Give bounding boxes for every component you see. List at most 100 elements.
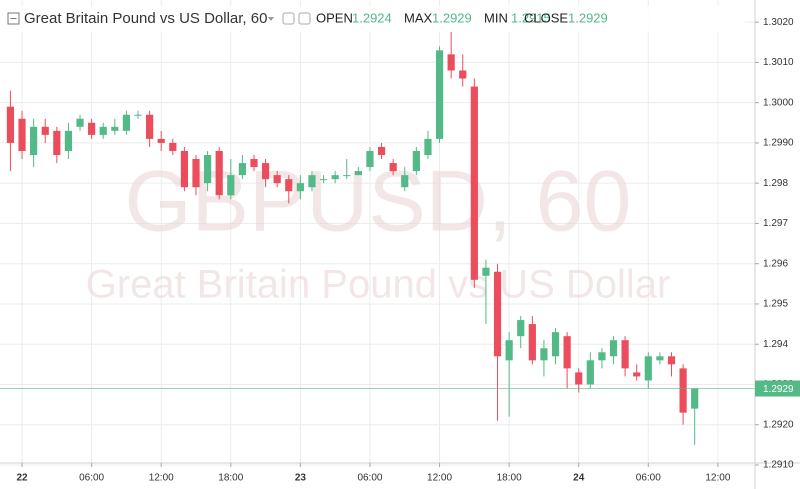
close-value: 1.2929 [568, 10, 608, 25]
candle-body [296, 183, 304, 192]
dropdown-arrow[interactable] [268, 17, 274, 21]
x-tick-label: 06:00 [79, 473, 104, 484]
x-tick-label: 12:00 [427, 473, 452, 484]
candle-body [667, 356, 676, 365]
candle-body [146, 114, 154, 139]
candle-body [598, 352, 606, 361]
x-tick-label: 18:00 [218, 473, 243, 484]
y-tick-label: 1.3010 [763, 57, 794, 68]
candle-body [157, 138, 165, 143]
candle-body [377, 146, 386, 155]
y-tick-label: 1.298 [763, 178, 788, 189]
x-tick-label: 24 [573, 473, 585, 484]
candle-body [180, 150, 188, 188]
y-tick-label: 1.297 [763, 218, 788, 229]
candle-body [551, 332, 560, 357]
candle-body [238, 163, 246, 176]
candle-body [586, 360, 594, 385]
candle-body [250, 159, 258, 168]
candle-body [285, 179, 293, 192]
candle-body [540, 348, 548, 361]
x-tick-label: 22 [16, 473, 28, 484]
candle-body [122, 114, 131, 131]
candle-body [76, 118, 84, 127]
candle-body [679, 368, 687, 413]
close-label: CLOSE [524, 10, 568, 25]
candle-body [493, 271, 502, 357]
x-tick-label: 23 [295, 473, 307, 484]
candle-body [319, 179, 328, 181]
collapse-icon[interactable] [7, 12, 20, 25]
candle-body [273, 175, 281, 184]
candle-body [308, 175, 316, 188]
candle-body [261, 163, 270, 180]
x-tick-label: 12:00 [149, 473, 174, 484]
x-tick-label: 06:00 [636, 473, 661, 484]
x-tick-label: 18:00 [497, 473, 522, 484]
last-price-tag [755, 380, 800, 397]
x-tick-label: 06:00 [357, 473, 382, 484]
candle-body [644, 356, 652, 381]
y-tick-label: 1.294 [763, 339, 788, 350]
y-tick-label: 1.2920 [763, 419, 794, 430]
candle-body [6, 106, 15, 143]
last-price-label: 1.2929 [763, 384, 794, 395]
x-tick-label: 12:00 [705, 473, 730, 484]
candle-body [447, 54, 455, 71]
candle-body [169, 142, 177, 151]
header-background [0, 6, 745, 32]
candle-body [99, 126, 107, 135]
candle-body [621, 340, 629, 369]
candle-body [227, 175, 235, 196]
candle-body [53, 130, 61, 155]
candle-body [215, 150, 223, 196]
y-tick-label: 1.3020 [763, 17, 794, 28]
min-label: MIN [484, 10, 508, 25]
max-value: 1.2929 [432, 10, 472, 25]
candle-body [633, 372, 641, 377]
candle-body [192, 159, 200, 188]
candle-body [412, 150, 420, 172]
candle-body [459, 70, 467, 79]
candle-body [691, 388, 699, 409]
candle-body [424, 138, 432, 155]
candle-body [354, 171, 362, 176]
y-tick-label: 1.296 [763, 258, 788, 269]
axes: 1.3020 1.3010 1.3000 1.2990 1.298 1.297 1.296 1… [16, 17, 800, 484]
y-tick-label: 1.295 [763, 299, 788, 310]
candle-body [435, 50, 444, 139]
candle-body [656, 356, 664, 361]
candle-body [366, 150, 374, 168]
watermark-symbol: GBPUSD, 60 [125, 154, 632, 250]
candles [0, 30, 755, 445]
y-tick-label: 1.2910 [763, 460, 794, 471]
candle-body [528, 324, 536, 361]
candle-body [204, 155, 212, 184]
candle-body [609, 340, 618, 357]
candle-body [134, 114, 142, 116]
candle-body [505, 340, 513, 361]
candle-body [331, 175, 339, 180]
hide-icon[interactable] [298, 12, 311, 25]
candle-body [18, 118, 26, 151]
symbol-title: Great Britain Pound vs US Dollar, 60 [24, 10, 267, 27]
candle-body [64, 130, 73, 151]
candle-body [111, 126, 119, 131]
candle-body [343, 175, 351, 177]
candle-body [482, 267, 490, 276]
y-tick-label: 1.2990 [763, 138, 794, 149]
open-value: 1.2924 [352, 10, 392, 25]
settings-icon[interactable] [282, 12, 295, 25]
min-value: 1.2915 [511, 10, 551, 25]
candle-body [389, 163, 397, 172]
open-label: OPEN [316, 10, 353, 25]
candle-body [517, 320, 525, 337]
header: Great Britain Pound vs US Dollar, 60 OPE… [0, 6, 745, 32]
candle-body [401, 175, 409, 188]
candle-body [563, 336, 571, 369]
candle-body [88, 122, 96, 135]
max-label: MAX [404, 10, 433, 25]
